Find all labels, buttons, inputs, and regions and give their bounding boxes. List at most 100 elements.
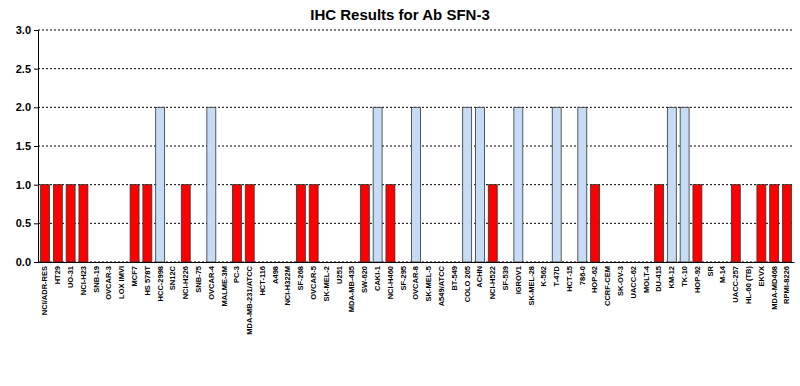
tick-label: IGROV1	[514, 266, 523, 294]
bar	[105, 262, 114, 263]
bar	[706, 262, 715, 263]
bar	[475, 107, 484, 262]
tick-mark	[34, 223, 38, 224]
bar	[245, 185, 254, 262]
tick: HOP-92	[693, 262, 702, 293]
tick-label: SK-OV-3	[616, 266, 625, 296]
tick: MOLT-4	[642, 262, 651, 293]
bar	[527, 262, 536, 263]
bar	[53, 185, 62, 262]
tick-label: UACC-257	[731, 266, 740, 303]
tick: MDA-MB-231/ATCC	[245, 262, 254, 335]
tick-mark	[34, 30, 38, 31]
tick: SW-620	[360, 262, 369, 293]
tick-mark	[34, 262, 38, 263]
tick: NCI-H522	[488, 262, 497, 299]
bar	[731, 185, 740, 262]
y-axis: 0.00.51.01.52.02.53.0	[16, 24, 39, 268]
tick-label: 1.5	[16, 140, 31, 152]
plot: 0.00.51.01.52.02.53.0NCI/ADR-RESHT29UO-3…	[16, 24, 795, 335]
tick-label: 2.0	[16, 101, 31, 113]
bar	[591, 185, 600, 262]
bar	[194, 262, 203, 263]
tick: NCI-H460	[386, 262, 395, 299]
tick: U251	[335, 262, 344, 284]
bar	[680, 107, 689, 262]
bar	[399, 262, 408, 263]
tick: NCI-H322M	[283, 262, 292, 306]
bar	[271, 262, 280, 263]
tick-label: OVCAR-4	[207, 265, 216, 300]
tick: UACC-257	[731, 262, 740, 303]
tick: EKVX	[757, 262, 766, 286]
bar	[719, 262, 728, 263]
bar	[79, 185, 88, 262]
tick-mark	[34, 185, 38, 186]
bar	[66, 185, 75, 262]
tick-label: NCI-H23	[79, 266, 88, 295]
tick-mark	[34, 69, 38, 70]
bar	[373, 107, 382, 262]
tick: SNB-19	[92, 262, 101, 293]
tick-label: SK-MEL-2	[322, 266, 331, 301]
tick-label: HOP-92	[693, 266, 702, 293]
tick-label: SF-539	[501, 266, 510, 291]
grid-line	[38, 30, 794, 31]
tick-label: HCC-2998	[156, 266, 165, 301]
tick: HS 578T	[143, 262, 152, 296]
tick-label: UO-31	[66, 266, 75, 288]
tick-label: HCT-15	[565, 266, 574, 292]
tick: SK-MEL-28	[527, 262, 536, 306]
bar	[309, 185, 318, 262]
bar	[757, 185, 766, 262]
tick-label: KM-12	[667, 266, 676, 289]
tick: TK-10	[680, 262, 689, 287]
tick-label: SF-268	[296, 266, 305, 291]
bar	[629, 262, 638, 263]
tick-mark	[34, 107, 38, 108]
tick: 1.0	[16, 179, 38, 191]
bar	[258, 262, 267, 263]
tick: A498	[271, 262, 280, 284]
tick: NCI/ADR-RES	[40, 262, 49, 315]
tick: 0.0	[16, 256, 38, 268]
tick-label: MDA-MB-435	[347, 266, 356, 312]
bar	[437, 262, 446, 263]
bars	[41, 107, 792, 262]
tick-label: COLO 205	[463, 266, 472, 302]
tick: BT-549	[450, 262, 459, 291]
tick: ACHN	[475, 262, 484, 288]
tick-label: CAKI-1	[373, 266, 382, 291]
tick: SK-MEL-2	[322, 262, 331, 301]
tick: PC-3	[232, 262, 241, 283]
tick: OVCAR-4	[207, 262, 216, 300]
tick: HOP-62	[590, 262, 599, 293]
tick: IGROV1	[514, 262, 523, 294]
bar	[642, 262, 651, 263]
tick: 0.5	[16, 217, 38, 229]
tick-label: NCI/ADR-RES	[40, 266, 49, 315]
tick-label: SN12C	[168, 265, 177, 290]
tick: 786-0	[578, 262, 587, 285]
bar	[41, 185, 50, 262]
tick: RPMI-8226	[782, 262, 791, 304]
tick: KM-12	[667, 262, 676, 289]
tick: HCT-15	[565, 262, 574, 292]
tick: 1.5	[16, 140, 38, 152]
tick-label: SF-295	[399, 266, 408, 291]
x-axis: NCI/ADR-RESHT29UO-31NCI-H23SNB-19OVCAR-3…	[39, 262, 795, 335]
bar	[232, 185, 241, 262]
tick-label: SW-620	[360, 266, 369, 293]
tick: T-47D	[552, 262, 561, 286]
tick-label: U251	[335, 266, 344, 284]
bar	[616, 262, 625, 263]
tick-label: 0.5	[16, 217, 31, 229]
bar	[322, 262, 331, 263]
bar	[181, 185, 190, 262]
bar	[693, 185, 702, 262]
bar	[501, 262, 510, 263]
tick: HCC-2998	[156, 262, 165, 301]
bar	[296, 185, 305, 262]
tick: HCT-116	[258, 262, 267, 296]
tick-label: SNB-75	[194, 266, 203, 293]
